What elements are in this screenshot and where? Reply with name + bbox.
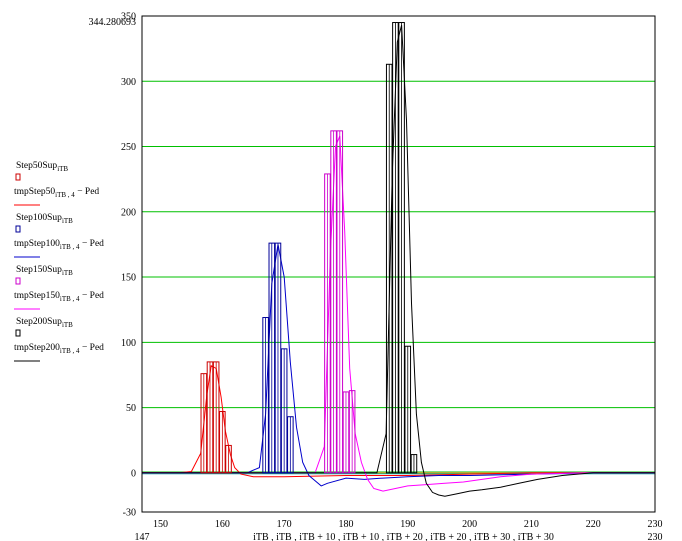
series-line-tmpStep50 [142,365,655,478]
x-axis-label: iTB , iTB , iTB + 10 , iTB + 10 , iTB + … [253,532,554,541]
y-tick-label: 200 [121,207,136,218]
legend: Step50SupiTB tmpStep50iTB , 4 − Ped Step10… [14,161,104,362]
x-tick-label: 150 [153,519,168,530]
x-max-label: 230 [648,532,663,541]
legend-label: tmpStep150iTB , 4 − Ped [14,291,104,303]
legend-bar-swatch [15,329,21,337]
legend-entry: Step150SupiTB [15,265,73,285]
x-tick-label: 220 [586,519,601,530]
y-tick-label: 350 [121,12,136,23]
series-line-tmpStep200 [142,24,655,497]
x-tick-label: 200 [462,519,477,530]
legend-label: tmpStep50iTB , 4 − Ped [14,187,99,199]
x-tick-label: 160 [215,519,230,530]
y-tick-label: 150 [121,273,136,284]
legend-label: Step200SupiTB [16,317,73,329]
legend-label: Step100SupiTB [16,213,73,225]
legend-entry: tmpStep100iTB , 4 − Ped [14,239,104,258]
legend-entry: tmpStep200iTB , 4 − Ped [14,343,104,362]
y-tick-label: -30 [123,508,136,519]
legend-bar-swatch [15,277,21,285]
x-tick-label: 190 [400,519,415,530]
legend-label: tmpStep200iTB , 4 − Ped [14,343,104,355]
legend-entry: tmpStep50iTB , 4 − Ped [14,187,99,206]
y-tick-label: 100 [121,338,136,349]
x-tick-label: 210 [524,519,539,530]
x-min-label: 147 [135,532,150,541]
line-layer [142,24,655,497]
series-line-tmpStep150 [142,135,655,492]
legend-entry: Step200SupiTB [15,317,73,337]
bar-layer [200,22,418,474]
legend-entry: tmpStep150iTB , 4 − Ped [14,291,104,310]
axis-layer: -30 0 50 100 150 200 250 300 350 150 160 170 180 190 2… [121,12,663,541]
x-tick-label: 170 [277,519,292,530]
plot-frame [141,15,656,513]
legend-entry: Step50SupiTB [15,161,68,181]
y-tick-label: 0 [131,468,136,479]
legend-label: Step150SupiTB [16,265,73,277]
legend-label: tmpStep100iTB , 4 − Ped [14,239,104,251]
series-line-tmpStep100 [142,244,655,487]
legend-bar-swatch [15,173,21,181]
legend-label: Step50SupiTB [16,161,68,173]
legend-bar-swatch [15,225,21,233]
x-tick-label: 180 [338,519,353,530]
y-tick-label: 50 [126,403,136,414]
y-tick-label: 250 [121,142,136,153]
x-tick-label: 230 [648,519,663,530]
corner-label: 344.280693 [89,17,137,28]
legend-entry: Step100SupiTB [15,213,73,233]
y-tick-label: 300 [121,77,136,88]
